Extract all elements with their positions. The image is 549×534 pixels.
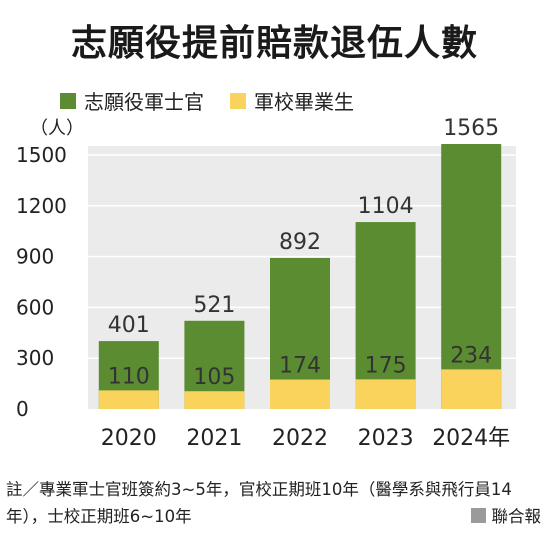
data-label-volunteer: 1104: [358, 194, 414, 219]
y-tick-label: 1200: [16, 194, 67, 218]
bar-academy: [270, 379, 330, 409]
x-tick-label: 2024年: [432, 426, 510, 451]
data-label-volunteer: 401: [108, 313, 150, 338]
data-label-volunteer: 1565: [443, 118, 499, 141]
footnote: 註／專業軍士官班簽約3~5年，官校正期班10年（醫學系與飛行員14年），士校正期…: [6, 480, 512, 526]
x-tick-label: 2020: [101, 426, 157, 451]
legend-label-volunteer: 志願役軍士官: [84, 90, 204, 114]
bar-chart: 0 300 600 900 1200 1500 （人） 401 110 2020 521 105 202…: [16, 116, 516, 451]
y-tick-label: 0: [16, 397, 29, 421]
x-tick-label: 2022: [272, 426, 328, 451]
y-axis-label: （人）: [30, 118, 84, 139]
data-label-volunteer: 892: [279, 230, 321, 255]
bar-volunteer: [441, 143, 502, 409]
chart-title: 志願役提前賠款退伍人數: [70, 23, 478, 64]
legend-swatch-academy: [230, 92, 246, 109]
source-credit: 聯合報: [470, 503, 542, 527]
legend-item-academy: 軍校畢業生: [230, 86, 354, 115]
y-tick-label: 900: [16, 245, 54, 269]
bar-academy: [98, 390, 159, 409]
legend-swatch-volunteer: [60, 92, 76, 109]
bar-academy: [355, 379, 416, 409]
source-square-icon: [470, 507, 486, 523]
y-tick-label: 300: [16, 346, 54, 370]
data-label-academy: 234: [450, 343, 492, 368]
bar-volunteer: [355, 222, 416, 409]
data-label-volunteer: 521: [193, 293, 235, 318]
data-label-academy: 175: [365, 353, 407, 378]
legend: 志願役軍士官 軍校畢業生: [60, 86, 380, 115]
y-tick-label: 1500: [16, 143, 67, 167]
x-tick-label: 2021: [186, 426, 242, 451]
bar-academy: [184, 391, 245, 409]
data-label-academy: 174: [279, 354, 321, 379]
x-tick-label: 2023: [358, 426, 414, 451]
y-tick-label: 600: [16, 295, 54, 319]
data-label-academy: 110: [108, 364, 150, 389]
source-label: 聯合報: [491, 507, 542, 526]
data-label-academy: 105: [193, 365, 235, 390]
chart-area: 0 300 600 900 1200 1500 （人） 401 110 2020 521 105 202…: [10, 116, 520, 458]
legend-label-academy: 軍校畢業生: [254, 90, 354, 114]
bar-academy: [441, 369, 502, 409]
legend-item-volunteer: 志願役軍士官: [60, 86, 204, 115]
